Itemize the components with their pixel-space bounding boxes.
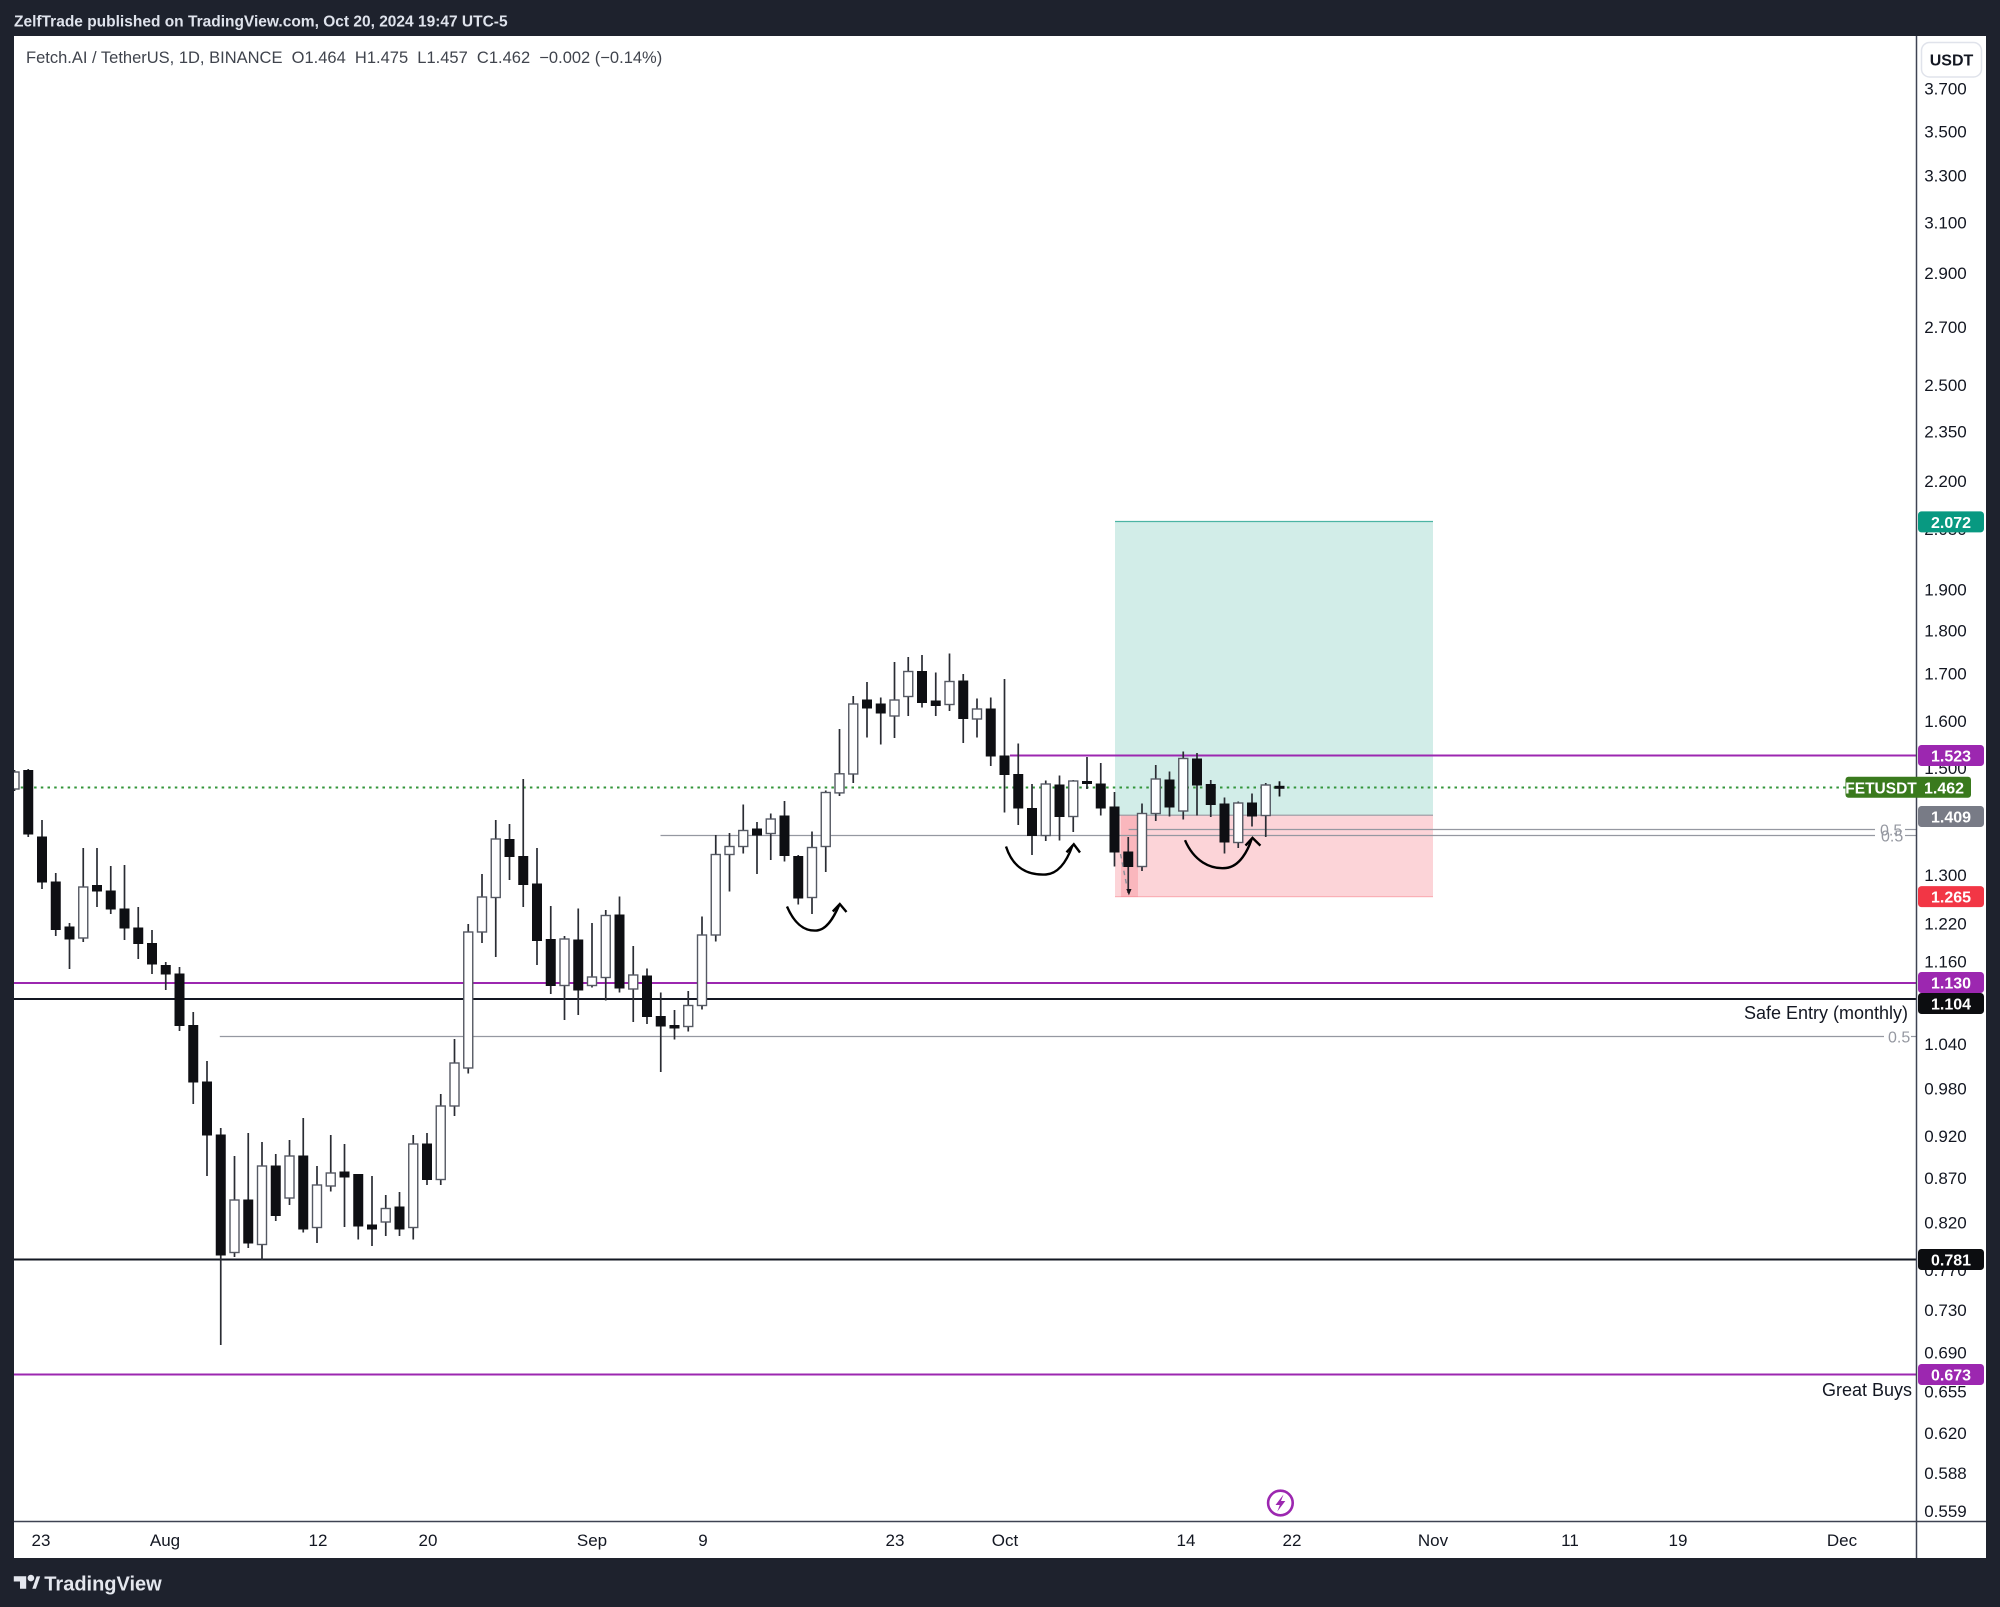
svg-text:1.160: 1.160 [1924,953,1967,972]
svg-text:TradingView: TradingView [44,1574,162,1596]
svg-text:9: 9 [698,1531,707,1550]
svg-text:1.800: 1.800 [1924,622,1967,641]
svg-text:3.700: 3.700 [1924,80,1967,99]
svg-text:1.700: 1.700 [1924,665,1967,684]
svg-text:1.265: 1.265 [1931,890,1971,907]
svg-text:3.100: 3.100 [1924,214,1967,233]
svg-text:0.820: 0.820 [1924,1214,1967,1233]
svg-text:ZelfTrade published on Trading: ZelfTrade published on TradingView.com, … [14,14,508,31]
svg-text:12: 12 [309,1531,328,1550]
svg-text:1.523: 1.523 [1931,749,1971,766]
svg-text:23: 23 [886,1531,905,1550]
svg-text:22: 22 [1283,1531,1302,1550]
svg-text:3.500: 3.500 [1924,122,1967,141]
svg-text:20: 20 [419,1531,438,1550]
svg-text:USDT: USDT [1930,53,1974,70]
svg-text:2.200: 2.200 [1924,472,1967,491]
svg-text:Fetch.AI / TetherUS, 1D, BINAN: Fetch.AI / TetherUS, 1D, BINANCE O1.464 … [26,49,662,67]
svg-text:0.870: 0.870 [1924,1169,1967,1188]
svg-text:0.690: 0.690 [1924,1344,1967,1363]
svg-text:0.980: 0.980 [1924,1080,1967,1099]
svg-text:1.130: 1.130 [1931,976,1971,993]
svg-text:0.673: 0.673 [1931,1368,1971,1385]
svg-text:3.300: 3.300 [1924,167,1967,186]
svg-text:0.730: 0.730 [1924,1301,1967,1320]
svg-text:2.700: 2.700 [1924,318,1967,337]
svg-text:Aug: Aug [150,1531,180,1550]
svg-text:1.409: 1.409 [1931,810,1971,827]
svg-text:2.500: 2.500 [1924,376,1967,395]
svg-text:1.104: 1.104 [1931,997,1971,1014]
svg-text:19: 19 [1669,1531,1688,1550]
svg-text:0.5: 0.5 [1880,823,1902,840]
svg-text:1.900: 1.900 [1924,581,1967,600]
svg-text:Great Buys: Great Buys [1822,1380,1912,1400]
svg-text:2.072: 2.072 [1931,515,1971,532]
svg-text:Sep: Sep [577,1531,607,1550]
svg-text:1.220: 1.220 [1924,915,1967,934]
svg-text:0.655: 0.655 [1924,1383,1967,1402]
svg-text:Safe Entry (monthly): Safe Entry (monthly) [1744,1003,1908,1023]
svg-text:0.5: 0.5 [1881,829,1903,846]
svg-text:1.300: 1.300 [1924,866,1967,885]
svg-text:FETUSDT: FETUSDT [1845,780,1917,797]
svg-text:0.781: 0.781 [1931,1253,1971,1270]
svg-text:1.462: 1.462 [1924,780,1964,797]
svg-text:Nov: Nov [1418,1531,1449,1550]
svg-text:Oct: Oct [992,1531,1019,1550]
svg-text:1.040: 1.040 [1924,1035,1967,1054]
svg-text:0.559: 0.559 [1924,1502,1967,1521]
svg-text:2.900: 2.900 [1924,264,1967,283]
svg-text:1.600: 1.600 [1924,712,1967,731]
svg-text:Dec: Dec [1827,1531,1858,1550]
svg-text:2.350: 2.350 [1924,423,1967,442]
svg-text:11: 11 [1561,1531,1579,1550]
svg-text:0.588: 0.588 [1924,1464,1967,1483]
svg-text:0.920: 0.920 [1924,1127,1967,1146]
svg-text:0.620: 0.620 [1924,1424,1967,1443]
svg-text:23: 23 [32,1531,51,1550]
svg-text:0.5: 0.5 [1888,1030,1910,1047]
svg-text:14: 14 [1177,1531,1196,1550]
